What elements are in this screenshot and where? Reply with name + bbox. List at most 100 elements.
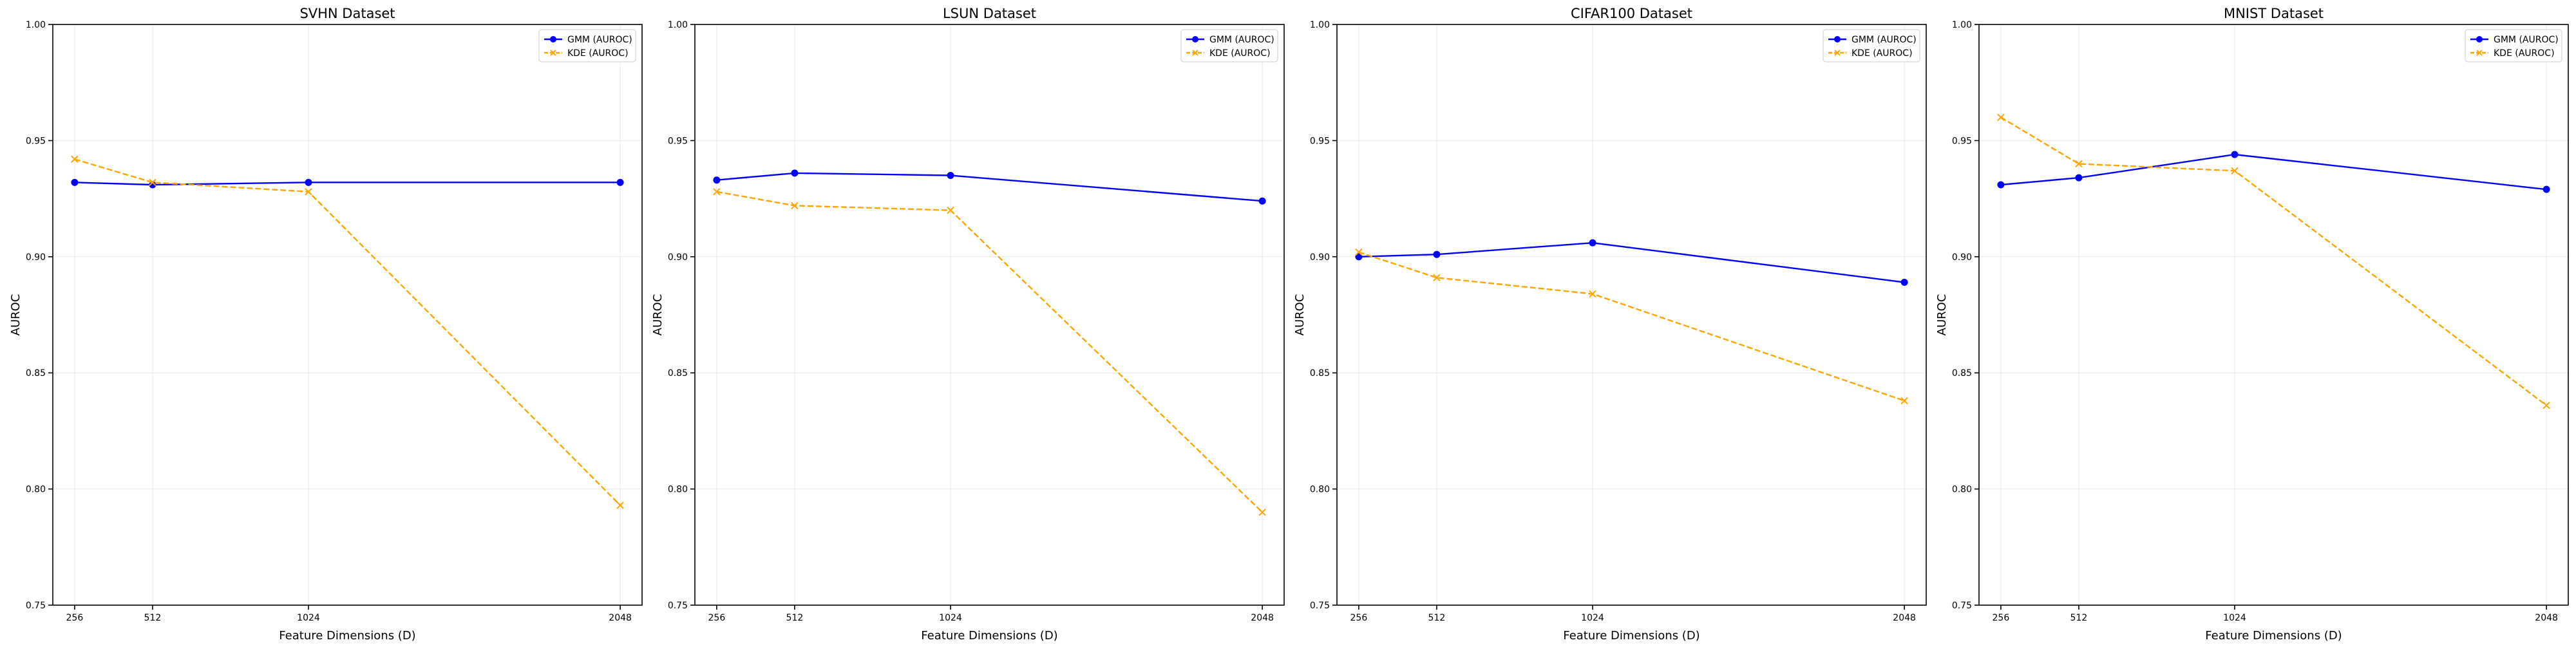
y-tick-label: 0.90 bbox=[26, 252, 46, 263]
legend-label: KDE (AUROC) bbox=[1852, 48, 1913, 59]
data-point bbox=[149, 178, 156, 187]
series-kde bbox=[1997, 113, 2550, 409]
x-axis-label: Feature Dimensions (D) bbox=[2205, 629, 2342, 642]
data-point bbox=[2231, 151, 2239, 158]
data-point bbox=[616, 178, 624, 186]
x-tick-label: 1024 bbox=[2223, 613, 2246, 623]
series-kde bbox=[713, 188, 1266, 516]
data-point bbox=[791, 169, 799, 177]
x-tick-label: 512 bbox=[786, 613, 804, 623]
y-tick-label: 0.90 bbox=[1952, 252, 1972, 263]
chart-title: SVHN Dataset bbox=[299, 6, 395, 21]
x-tick-label: 512 bbox=[1428, 613, 1446, 623]
y-tick-label: 0.90 bbox=[1310, 252, 1330, 263]
y-tick-label: 0.95 bbox=[1310, 136, 1330, 146]
series-gmm bbox=[1997, 151, 2550, 193]
legend-marker bbox=[1192, 50, 1198, 56]
y-tick-label: 0.85 bbox=[26, 368, 46, 379]
x-tick-label: 256 bbox=[708, 613, 726, 623]
data-point bbox=[947, 172, 954, 180]
x-tick-label: 1024 bbox=[939, 613, 962, 623]
y-tick-label: 0.75 bbox=[1310, 601, 1330, 611]
data-point bbox=[1997, 113, 2005, 122]
y-tick-label: 0.85 bbox=[668, 368, 688, 379]
legend-box bbox=[1823, 29, 1920, 62]
y-tick-label: 0.95 bbox=[26, 136, 46, 146]
data-point bbox=[1258, 508, 1266, 516]
legend-box bbox=[2465, 29, 2562, 62]
legend-label: KDE (AUROC) bbox=[567, 48, 629, 59]
data-point bbox=[71, 178, 79, 186]
y-tick-label: 0.75 bbox=[668, 601, 688, 611]
series-kde bbox=[71, 155, 624, 509]
y-tick-label: 0.80 bbox=[668, 485, 688, 495]
chart-title: LSUN Dataset bbox=[943, 6, 1036, 21]
series-line bbox=[2000, 117, 2547, 406]
legend: GMM (AUROC) KDE (AUROC) bbox=[1823, 29, 1920, 62]
series-gmm bbox=[71, 178, 624, 189]
y-tick-label: 1.00 bbox=[1310, 20, 1330, 30]
x-tick-label: 256 bbox=[1993, 613, 2010, 623]
legend-marker bbox=[2476, 36, 2483, 42]
x-tick-label: 1024 bbox=[297, 613, 320, 623]
x-axis-label: Feature Dimensions (D) bbox=[921, 629, 1057, 642]
x-tick-label: 2048 bbox=[1251, 613, 1274, 623]
y-tick-label: 0.85 bbox=[1952, 368, 1972, 379]
y-tick-label: 0.80 bbox=[1952, 485, 1972, 495]
data-point bbox=[149, 181, 156, 189]
y-tick-label: 0.75 bbox=[26, 601, 46, 611]
series-line bbox=[74, 158, 621, 506]
y-axis-label: AUROC bbox=[9, 294, 23, 336]
legend-label: GMM (AUROC) bbox=[567, 35, 632, 45]
series-gmm bbox=[713, 169, 1266, 205]
legend-marker bbox=[1834, 50, 1841, 56]
x-tick-label: 512 bbox=[2070, 613, 2088, 623]
data-point bbox=[1433, 250, 1441, 258]
legend: GMM (AUROC) KDE (AUROC) bbox=[2465, 29, 2562, 62]
data-point bbox=[1900, 397, 1908, 405]
legend-label: GMM (AUROC) bbox=[1852, 35, 1917, 45]
chart-panel-3: 256 512 1024 2048 0.75 0.80 0.85 0.90 0.95 1.00 CI… bbox=[1293, 6, 1927, 642]
series-line bbox=[2000, 153, 2547, 191]
chart-title: MNIST Dataset bbox=[2224, 6, 2324, 21]
y-tick-label: 0.95 bbox=[1952, 136, 1972, 146]
x-tick-label: 2048 bbox=[2535, 613, 2558, 623]
x-tick-label: 1024 bbox=[1581, 613, 1604, 623]
y-axis-label: AUROC bbox=[1935, 294, 1949, 336]
data-point bbox=[2075, 160, 2083, 168]
series-kde bbox=[1355, 248, 1908, 405]
y-tick-label: 1.00 bbox=[26, 20, 46, 30]
y-tick-label: 0.80 bbox=[26, 485, 46, 495]
chart-panel-4: 256 512 1024 2048 0.75 0.80 0.85 0.90 0.95 1.00 MN… bbox=[1935, 6, 2569, 642]
legend-marker bbox=[550, 36, 556, 42]
legend-box bbox=[1180, 29, 1278, 62]
legend-marker bbox=[550, 50, 556, 56]
plot-frame bbox=[52, 24, 643, 606]
data-point bbox=[1997, 181, 2005, 189]
legend-marker bbox=[2476, 50, 2483, 56]
legend-marker bbox=[1834, 36, 1841, 42]
y-tick-label: 1.00 bbox=[1952, 20, 1972, 30]
y-tick-label: 0.95 bbox=[668, 136, 688, 146]
legend-marker bbox=[1192, 36, 1198, 42]
legend-label: GMM (AUROC) bbox=[2494, 35, 2559, 45]
series-line bbox=[716, 191, 1263, 513]
legend-label: KDE (AUROC) bbox=[1209, 48, 1271, 59]
series-line bbox=[1358, 251, 1905, 402]
x-tick-label: 2048 bbox=[609, 613, 632, 623]
data-point bbox=[1900, 278, 1908, 286]
plot-frame bbox=[694, 24, 1285, 606]
data-point bbox=[1355, 253, 1363, 261]
y-tick-label: 1.00 bbox=[668, 20, 688, 30]
y-tick-label: 0.85 bbox=[1310, 368, 1330, 379]
x-tick-label: 256 bbox=[66, 613, 84, 623]
data-point bbox=[305, 178, 312, 186]
data-point bbox=[2075, 174, 2083, 182]
data-point bbox=[2231, 167, 2239, 175]
plot-frame bbox=[1336, 24, 1927, 606]
data-point bbox=[1258, 197, 1266, 205]
y-tick-label: 0.90 bbox=[668, 252, 688, 263]
series-line bbox=[716, 172, 1263, 202]
